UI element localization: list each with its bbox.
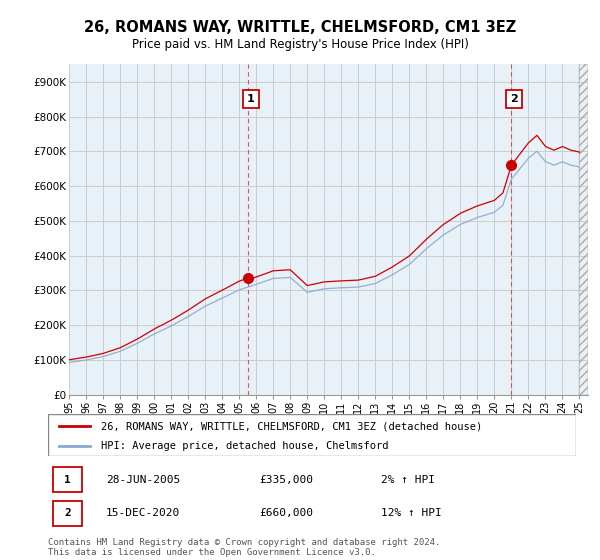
Text: 2% ↑ HPI: 2% ↑ HPI bbox=[380, 475, 434, 484]
Text: 1: 1 bbox=[247, 94, 255, 104]
Text: 2: 2 bbox=[510, 94, 518, 104]
Text: 15-DEC-2020: 15-DEC-2020 bbox=[106, 508, 181, 519]
Text: 12% ↑ HPI: 12% ↑ HPI bbox=[380, 508, 442, 519]
Text: 1: 1 bbox=[64, 475, 71, 484]
Text: £660,000: £660,000 bbox=[259, 508, 313, 519]
Text: 26, ROMANS WAY, WRITTLE, CHELMSFORD, CM1 3EZ: 26, ROMANS WAY, WRITTLE, CHELMSFORD, CM1… bbox=[84, 20, 516, 35]
Bar bbox=[53, 501, 82, 526]
Text: HPI: Average price, detached house, Chelmsford: HPI: Average price, detached house, Chel… bbox=[101, 441, 388, 451]
Text: Price paid vs. HM Land Registry's House Price Index (HPI): Price paid vs. HM Land Registry's House … bbox=[131, 38, 469, 51]
Text: 2: 2 bbox=[64, 508, 71, 519]
Text: Contains HM Land Registry data © Crown copyright and database right 2024.
This d: Contains HM Land Registry data © Crown c… bbox=[48, 538, 440, 557]
Bar bbox=[53, 467, 82, 492]
Text: 26, ROMANS WAY, WRITTLE, CHELMSFORD, CM1 3EZ (detached house): 26, ROMANS WAY, WRITTLE, CHELMSFORD, CM1… bbox=[101, 421, 482, 431]
Text: £335,000: £335,000 bbox=[259, 475, 313, 484]
Text: 28-JUN-2005: 28-JUN-2005 bbox=[106, 475, 181, 484]
